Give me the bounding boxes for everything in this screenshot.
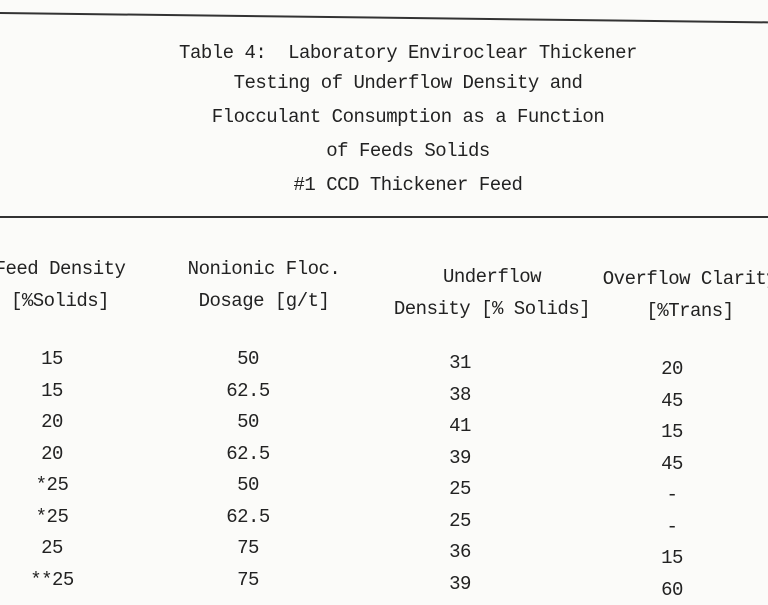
column-header: Overflow Clarity: [602, 268, 768, 290]
title-line: Flocculant Consumption as a Function: [211, 106, 605, 128]
table-cell: 15: [661, 421, 683, 443]
table-cell: 38: [449, 383, 471, 406]
table-cell: 39: [449, 572, 471, 595]
table-cell: 75: [237, 537, 259, 559]
table-cell: 20: [41, 411, 63, 433]
table-cell: 62.5: [226, 379, 270, 402]
table-cell: 45: [661, 389, 683, 412]
table-cell: 41: [449, 415, 471, 437]
column-header: Underflow: [442, 266, 542, 288]
column-header: Nonionic Floc.: [187, 258, 341, 280]
column-header: [%Trans]: [646, 300, 734, 322]
table-cell: *25: [35, 474, 69, 496]
column-header: Dosage [g/t]: [198, 290, 330, 312]
table-cell: 50: [237, 348, 259, 370]
table-cell: 31: [449, 352, 471, 374]
table-cell: -: [666, 515, 678, 538]
table-cell: 36: [449, 541, 471, 563]
table-cell: 45: [661, 452, 683, 475]
table-cell: 25: [449, 509, 471, 532]
column-header: Density [% Solids]: [393, 298, 591, 320]
title-line: Testing of Underflow Density and: [233, 72, 583, 94]
title-line: #1 CCD Thickener Feed: [293, 174, 523, 196]
title-line: Table 4: Laboratory Enviroclear Thickene…: [179, 42, 637, 64]
table-cell: 15: [41, 379, 63, 402]
table-cell: 50: [237, 411, 259, 433]
table-cell: *25: [35, 505, 69, 528]
table-cell: 60: [661, 578, 683, 601]
table-cell: 50: [237, 474, 259, 496]
table-cell: 25: [449, 478, 471, 500]
table-cell: 39: [449, 446, 471, 469]
table-cell: 20: [661, 358, 683, 380]
table-cell: 75: [237, 568, 259, 591]
column-header: [%Solids]: [10, 290, 110, 312]
table-cell: 15: [41, 348, 63, 370]
top-rule: [0, 12, 768, 24]
table-cell: **25: [30, 568, 74, 591]
column-header: Feed Density: [0, 258, 126, 280]
table-cell: 62.5: [226, 442, 270, 465]
header-rule: [0, 216, 768, 218]
table-cell: 20: [41, 442, 63, 465]
table-cell: 15: [661, 547, 683, 569]
table-cell: -: [666, 484, 678, 506]
title-line: of Feeds Solids: [326, 140, 490, 162]
table-cell: 62.5: [226, 505, 270, 528]
table-cell: 25: [41, 537, 63, 559]
